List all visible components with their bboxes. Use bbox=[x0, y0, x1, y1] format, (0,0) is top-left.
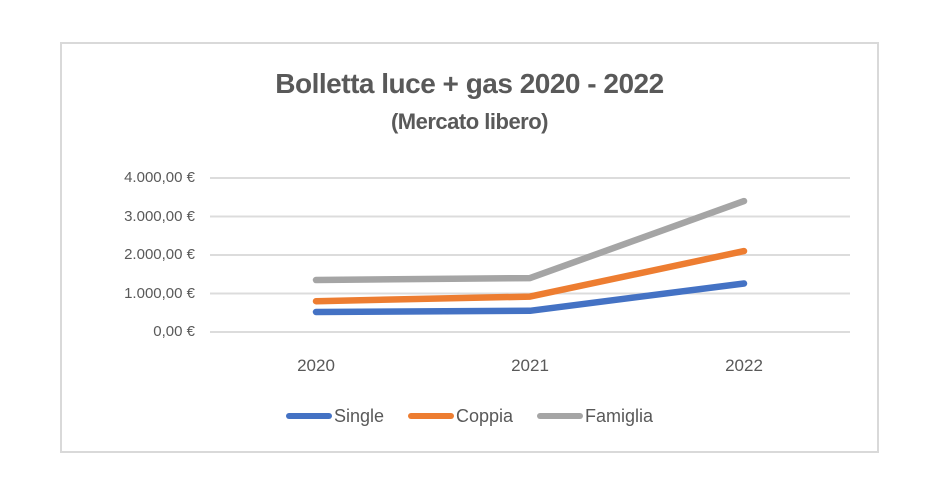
series-line-coppia bbox=[312, 247, 748, 305]
legend-swatch-icon bbox=[407, 413, 454, 419]
series-line-famiglia bbox=[312, 197, 748, 284]
legend-item-coppia: Coppia bbox=[407, 404, 514, 428]
chart-subtitle: (Mercato libero) bbox=[390, 109, 549, 134]
legend-label: Famiglia bbox=[585, 406, 654, 426]
chart-frame: Bolletta luce + gas 2020 - 2022 (Mercato… bbox=[60, 42, 879, 453]
legend-item-single: Single bbox=[285, 404, 384, 428]
plot-area bbox=[210, 177, 850, 333]
legend-swatch-icon bbox=[285, 413, 332, 419]
legend-label: Single bbox=[333, 406, 384, 426]
chart-title: Bolletta luce + gas 2020 - 2022 bbox=[275, 68, 664, 99]
y-axis-label: 3.000,00 € bbox=[124, 207, 195, 225]
x-axis-label: 2020 bbox=[297, 356, 335, 375]
legend-swatch-icon bbox=[537, 413, 584, 419]
x-axis-label: 2021 bbox=[511, 356, 549, 375]
series-line-single bbox=[312, 280, 748, 316]
y-axis-label: 1.000,00 € bbox=[124, 284, 195, 302]
legend-item-famiglia: Famiglia bbox=[537, 404, 653, 428]
y-axis-label: 4.000,00 € bbox=[124, 169, 195, 186]
legend-label: Coppia bbox=[455, 406, 514, 426]
x-axis-label: 2022 bbox=[725, 356, 763, 375]
y-axis-label: 0,00 € bbox=[153, 323, 195, 340]
legend: Single Coppia Famiglia bbox=[62, 404, 877, 428]
y-axis-label: 2.000,00 € bbox=[124, 246, 195, 263]
